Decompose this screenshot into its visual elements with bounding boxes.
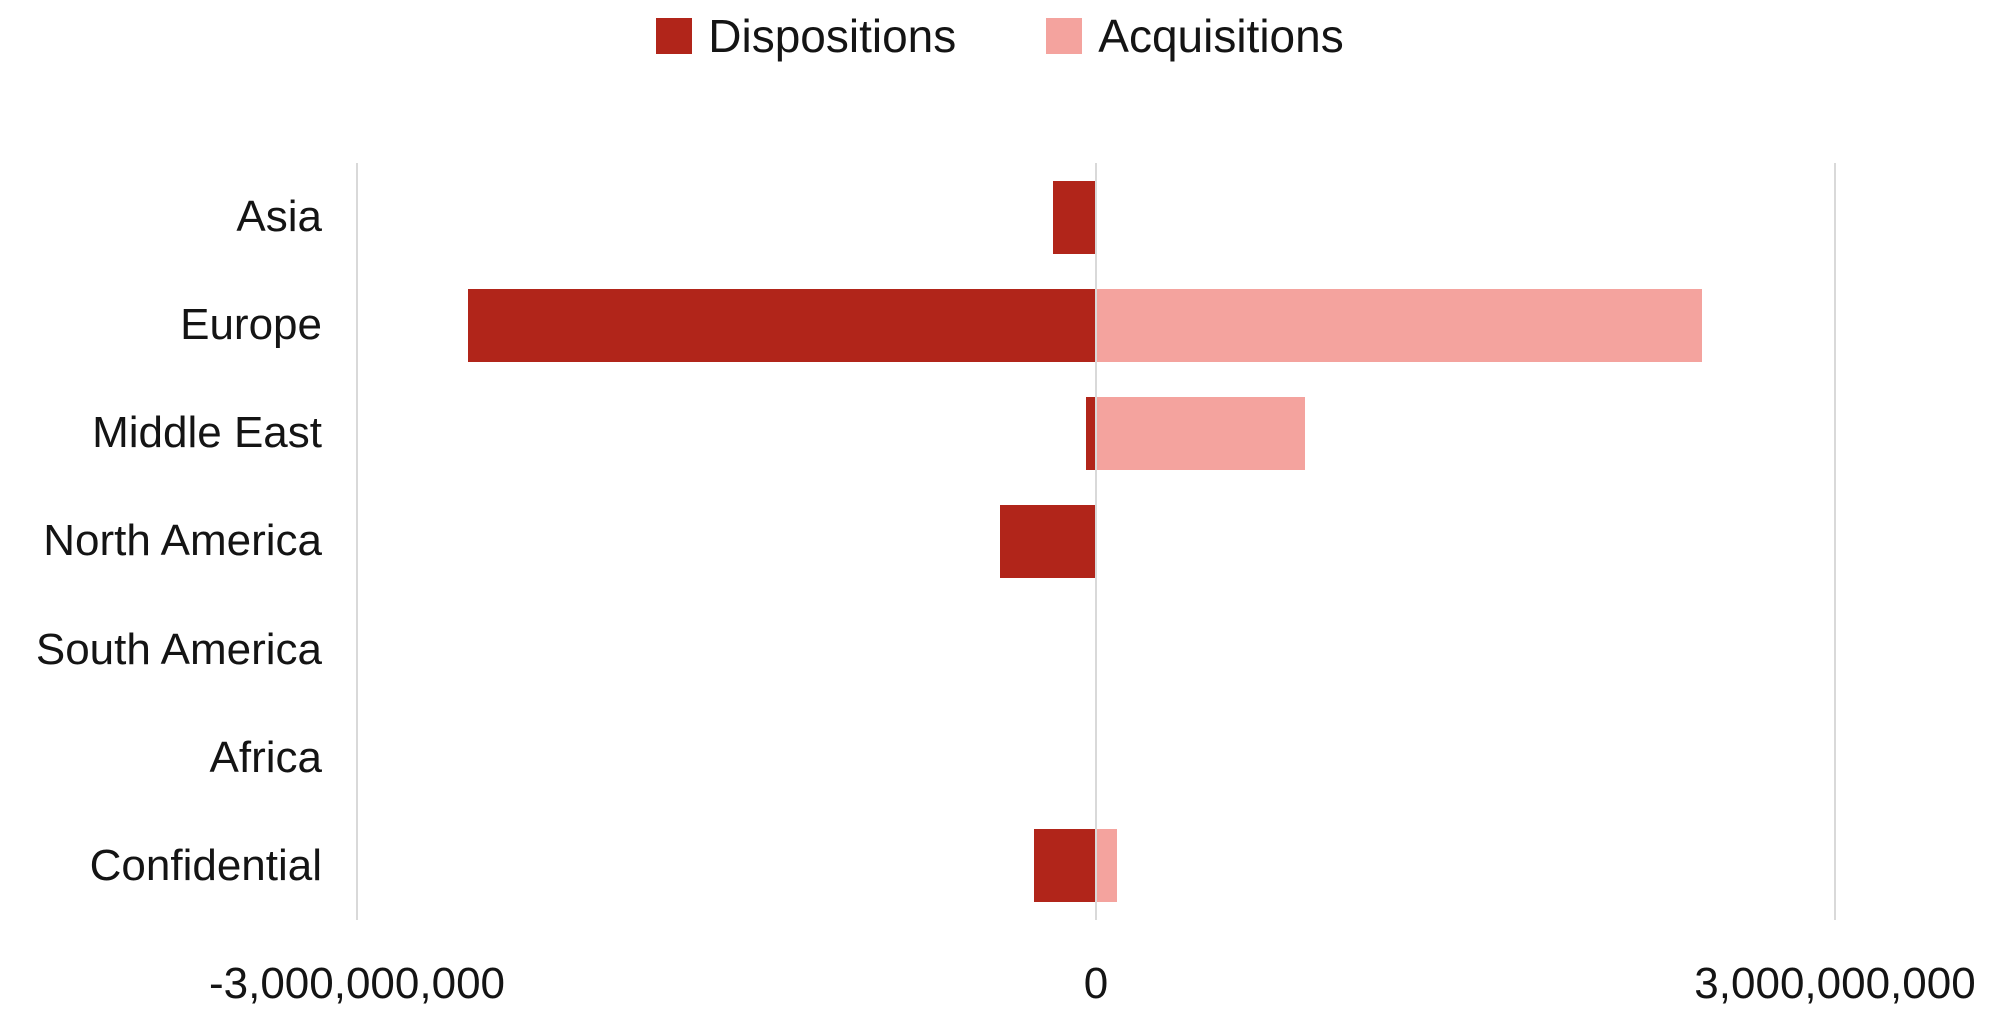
dispositions-bar-north-america (999, 504, 1096, 578)
legend-item-dispositions: Dispositions (656, 8, 956, 64)
category-label-confidential: Confidential (89, 840, 322, 890)
dispositions-bar-middle-east (1086, 396, 1096, 470)
category-row: Asia (0, 163, 330, 271)
bar-row-middle-east (357, 379, 1835, 487)
acquisitions-swatch-icon (1046, 18, 1083, 54)
acquisitions-bar-confidential (1096, 829, 1117, 903)
x-tick-zero: 0 (1083, 959, 1109, 1008)
dispositions-swatch-icon (656, 18, 693, 54)
category-row: Confidential (0, 812, 330, 920)
category-label-africa: Africa (209, 732, 322, 782)
category-label-middle-east: Middle East (92, 408, 322, 458)
chart-legend: Dispositions Acquisitions (0, 8, 2000, 64)
category-row: Middle East (0, 379, 330, 487)
gridline (356, 163, 358, 920)
category-axis: Asia Europe Middle East North America South … (0, 163, 330, 920)
dispositions-bar-confidential (1034, 829, 1096, 903)
x-axis: -3,000,000,000 0 3,000,000,000 (209, 952, 1976, 1016)
x-tick-positive-3b: 3,000,000,000 (1694, 959, 1976, 1008)
category-row: North America (0, 487, 330, 595)
category-label-europe: Europe (180, 300, 322, 350)
legend-item-acquisitions: Acquisitions (1046, 8, 1344, 64)
category-row: Africa (0, 704, 330, 812)
category-label-asia: Asia (236, 192, 322, 242)
zero-gridline (1095, 163, 1097, 920)
acquisitions-bar-middle-east (1096, 396, 1306, 470)
acquisitions-bar-europe (1096, 288, 1702, 362)
legend-label-dispositions: Dispositions (708, 10, 957, 62)
bar-row-north-america (357, 487, 1835, 595)
dispositions-bar-europe (467, 288, 1096, 362)
plot-area (356, 163, 1836, 920)
x-tick-negative-3b: -3,000,000,000 (208, 959, 506, 1008)
dispositions-bar-asia (1052, 180, 1096, 254)
category-label-north-america: North America (43, 516, 322, 566)
category-label-south-america: South America (35, 624, 322, 674)
bar-row-asia (357, 163, 1835, 271)
legend-label-acquisitions: Acquisitions (1098, 10, 1344, 62)
gridline (1834, 163, 1836, 920)
category-row: South America (0, 596, 330, 704)
category-row: Europe (0, 271, 330, 379)
bar-row-confidential (357, 812, 1835, 920)
bar-row-europe (357, 271, 1835, 379)
